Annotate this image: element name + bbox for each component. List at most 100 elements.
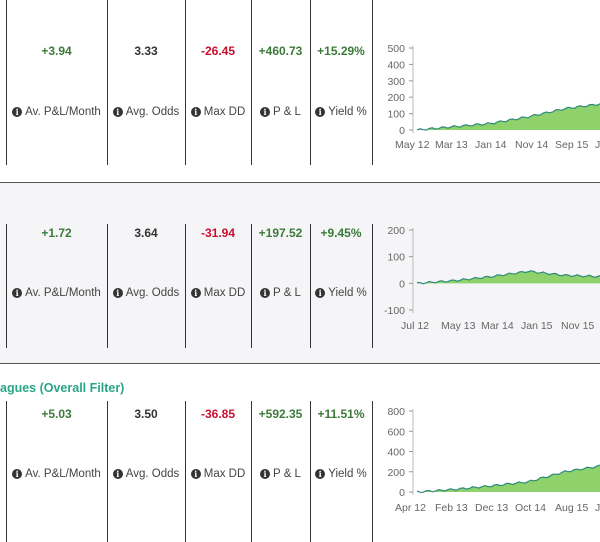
info-circle-icon[interactable]: i xyxy=(12,469,23,479)
y-tick-label: -100 xyxy=(384,305,405,317)
avg-odds-cell: 3.33 i Avg. Odds xyxy=(107,0,185,165)
yield-value: +9.45% xyxy=(320,226,362,240)
column-divider xyxy=(372,224,373,348)
max-dd-label[interactable]: i Max DD xyxy=(185,106,251,118)
info-circle-icon[interactable]: i xyxy=(12,107,23,117)
info-circle-icon[interactable]: i xyxy=(190,469,201,479)
y-tick-label: 500 xyxy=(387,43,405,55)
max-dd-value: -31.94 xyxy=(200,226,236,240)
yield-label[interactable]: i Yield % xyxy=(310,287,372,299)
av-pl-month-value: +5.03 xyxy=(41,407,72,421)
info-circle-icon[interactable]: i xyxy=(315,107,326,117)
y-tick-label: 200 xyxy=(387,92,405,104)
max-dd-label[interactable]: i Max DD xyxy=(185,468,251,480)
column-divider xyxy=(6,0,7,165)
pl-line xyxy=(416,270,600,285)
pl-line xyxy=(416,464,600,493)
yield-value: +11.51% xyxy=(317,407,365,421)
stats-row-1: +3.94 i Av. P&L/Month 3.33 i Avg. Odds -26… xyxy=(0,0,600,182)
info-circle-icon[interactable]: i xyxy=(190,107,201,117)
info-circle-icon[interactable]: i xyxy=(112,288,123,298)
yield-cell: +11.51% i Yield % xyxy=(310,401,372,542)
avg-odds-value: 3.64 xyxy=(134,226,158,240)
avg-odds-cell: 3.64 i Avg. Odds xyxy=(107,183,185,348)
av-pl-month-cell: +3.94 i Av. P&L/Month xyxy=(6,0,107,165)
info-circle-icon[interactable]: i xyxy=(315,469,326,479)
pl-chart: 500 400 300 200 100 0 May 12 Mar 13 Jan 14 Nov 14… xyxy=(373,0,600,165)
pl-chart: 800 600 400 200 0 Apr 12 Feb 13 Dec 13 Oct 14 Aug… xyxy=(373,401,600,542)
avg-odds-value: 3.33 xyxy=(134,44,158,58)
column-divider xyxy=(185,401,186,542)
stats-row-2: +1.72 i Av. P&L/Month 3.64 i Avg. Odds -31… xyxy=(0,183,600,363)
max-dd-label[interactable]: i Max DD xyxy=(185,287,251,299)
avg-odds-label[interactable]: i Avg. Odds xyxy=(107,106,185,118)
avg-odds-label[interactable]: i Avg. Odds xyxy=(107,468,185,480)
av-pl-month-cell: +1.72 i Av. P&L/Month xyxy=(6,183,107,348)
av-pl-month-cell: +5.03 i Av. P&L/Month xyxy=(6,401,107,542)
info-circle-icon[interactable]: i xyxy=(112,107,123,117)
y-tick-label: 100 xyxy=(387,252,405,264)
yield-cell: +15.29% i Yield % xyxy=(310,0,372,165)
av-pl-month-label[interactable]: i Av. P&L/Month xyxy=(6,468,107,480)
pl-chart-svg: 200 100 0 -100 Jul 12 May 13 Mar 14 Jan 15 Nov 1… xyxy=(384,225,600,332)
y-tick-label: 300 xyxy=(387,76,405,88)
column-divider xyxy=(107,401,108,542)
column-divider xyxy=(185,0,186,165)
x-tick-label: Nov 14 xyxy=(515,139,548,151)
column-divider xyxy=(251,224,252,348)
info-circle-icon[interactable]: i xyxy=(190,288,201,298)
column-divider xyxy=(251,401,252,542)
x-tick-label: Mar 13 xyxy=(435,139,468,151)
column-divider xyxy=(310,0,311,165)
y-tick-label: 400 xyxy=(387,447,405,459)
column-divider xyxy=(107,224,108,348)
info-circle-icon[interactable]: i xyxy=(260,469,271,479)
x-tick-label: Apr 12 xyxy=(395,502,426,514)
av-pl-month-label[interactable]: i Av. P&L/Month xyxy=(6,287,107,299)
column-divider xyxy=(310,224,311,348)
y-tick-label: 200 xyxy=(387,467,405,479)
y-tick-label: 100 xyxy=(387,109,405,121)
info-circle-icon[interactable]: i xyxy=(12,288,23,298)
stats-row-3: +5.03 i Av. P&L/Month 3.50 i Avg. Odds -36… xyxy=(0,401,600,542)
y-tick-label: 0 xyxy=(399,125,405,137)
x-tick-label: May 13 xyxy=(441,320,476,332)
y-tick-label: 0 xyxy=(399,487,405,499)
section-title[interactable]: agues (Overall Filter) xyxy=(0,381,125,395)
pl-area xyxy=(417,103,600,131)
yield-label[interactable]: i Yield % xyxy=(310,468,372,480)
column-divider xyxy=(372,401,373,542)
pl-chart: 200 100 0 -100 Jul 12 May 13 Mar 14 Jan 15 Nov 1… xyxy=(373,183,600,348)
y-tick-label: 200 xyxy=(387,225,405,237)
pl-line xyxy=(416,103,600,131)
x-tick-label: Jan 14 xyxy=(475,139,507,151)
x-tick-label: Aug 15 xyxy=(555,502,588,514)
x-tick-label: Mar 14 xyxy=(481,320,514,332)
info-circle-icon[interactable]: i xyxy=(315,288,326,298)
info-circle-icon[interactable]: i xyxy=(260,288,271,298)
y-tick-label: 400 xyxy=(387,59,405,71)
x-tick-label: Dec 13 xyxy=(475,502,508,514)
pl-area xyxy=(417,465,600,493)
av-pl-month-label[interactable]: i Av. P&L/Month xyxy=(6,106,107,118)
yield-label[interactable]: i Yield % xyxy=(310,106,372,118)
x-tick-label: J xyxy=(595,139,600,151)
column-divider xyxy=(6,224,7,348)
avg-odds-label[interactable]: i Avg. Odds xyxy=(107,287,185,299)
x-tick-label: Nov 15 xyxy=(561,320,594,332)
yield-value: +15.29% xyxy=(317,44,365,58)
y-tick-label: 600 xyxy=(387,426,405,438)
column-divider xyxy=(185,224,186,348)
x-tick-label: Feb 13 xyxy=(435,502,468,514)
x-tick-label: J xyxy=(595,502,600,514)
info-circle-icon[interactable]: i xyxy=(260,107,271,117)
pl-value: +460.73 xyxy=(258,44,303,58)
avg-odds-cell: 3.50 i Avg. Odds xyxy=(107,401,185,542)
info-circle-icon[interactable]: i xyxy=(112,469,123,479)
x-tick-label: Sep 15 xyxy=(555,139,588,151)
x-tick-label: Jul 12 xyxy=(401,320,429,332)
column-divider xyxy=(6,401,7,542)
